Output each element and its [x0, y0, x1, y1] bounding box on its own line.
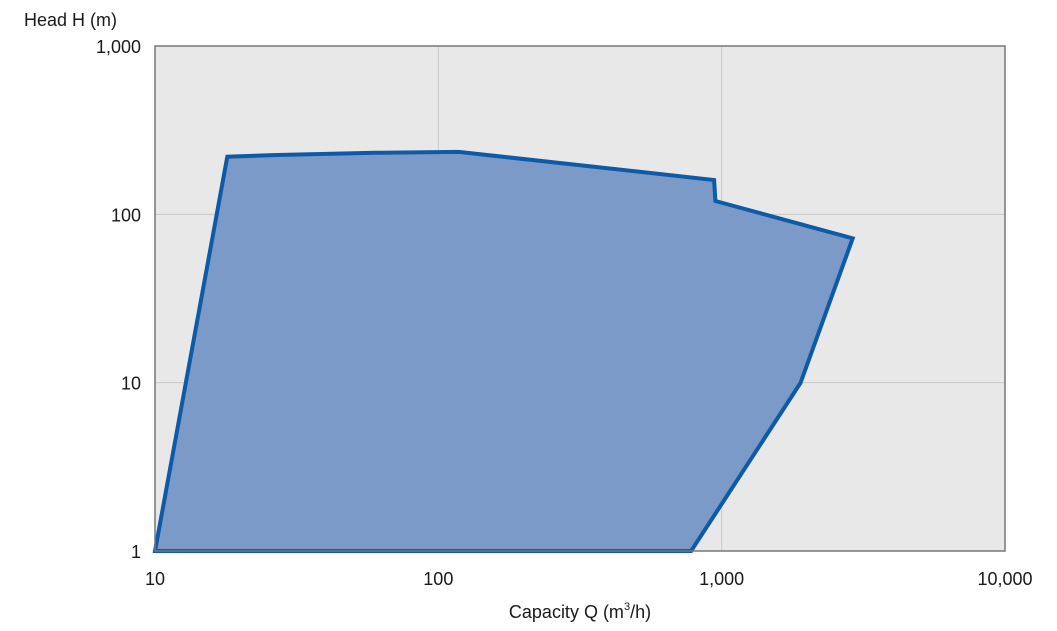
y-tick-label: 10	[121, 374, 141, 394]
x-tick-label: 1,000	[699, 569, 744, 589]
x-tick-label: 10,000	[977, 569, 1032, 589]
x-axis-title: Capacity Q (m3/h)	[509, 601, 651, 622]
y-tick-label: 1,000	[96, 37, 141, 57]
x-tick-label: 10	[145, 569, 165, 589]
x-axis-title-superscript: 3	[624, 601, 630, 613]
y-tick-label: 100	[111, 205, 141, 225]
operating-range-area	[152, 149, 856, 553]
y-axis-title: Head H (m)	[24, 10, 117, 30]
series-layer	[152, 149, 856, 553]
x-axis-title-main: Capacity Q (m	[509, 602, 624, 622]
x-axis-title-tail: /h)	[630, 602, 651, 622]
plot-frame	[154, 45, 1006, 552]
y-tick-label: 1	[131, 542, 141, 562]
x-tick-label: 100	[423, 569, 453, 589]
